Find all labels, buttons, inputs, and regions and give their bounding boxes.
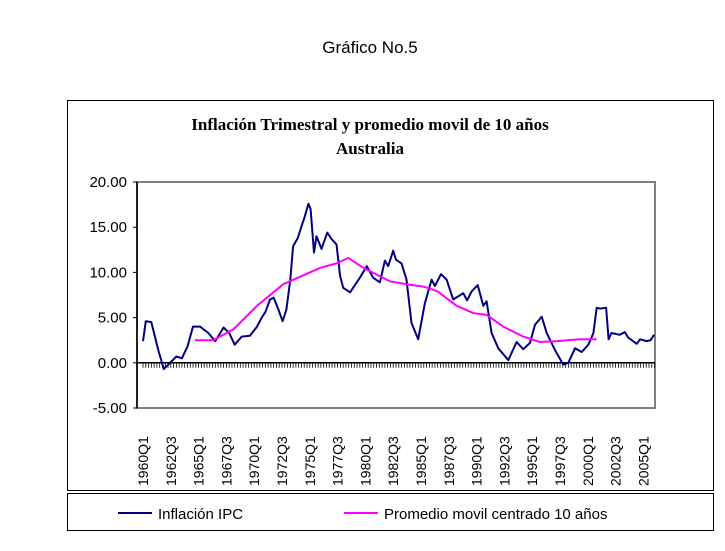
x-tick-label: 1970Q1	[246, 436, 262, 486]
x-tick-label: 1977Q3	[330, 436, 346, 486]
y-tick-label: 10.00	[89, 264, 127, 281]
legend-label-moving-average: Promedio movil centrado 10 años	[384, 506, 607, 523]
series-line-promedio-movil	[195, 256, 597, 343]
chart-subtitle: Australia	[336, 139, 405, 158]
y-tick-label: 20.00	[89, 174, 127, 191]
x-tick-label: 1990Q1	[469, 436, 485, 486]
x-tick-label: 1965Q1	[191, 436, 207, 486]
x-tick-label: 1985Q1	[413, 436, 429, 486]
x-tick-label: 1967Q3	[218, 436, 234, 486]
legend-box	[67, 493, 714, 531]
y-tick-label: 0.00	[98, 355, 127, 372]
x-tick-label: 1982Q3	[385, 436, 401, 486]
x-tick-label: 1997Q3	[552, 436, 568, 486]
x-tick-label: 1995Q1	[524, 436, 540, 486]
x-tick-label: 1972Q3	[274, 436, 290, 486]
legend: Inflación IPC Promedio movil centrado 10…	[118, 506, 607, 523]
series-line-inflacion-ipc	[142, 202, 655, 371]
x-tick-label: 2000Q1	[580, 436, 596, 486]
y-tick-label: 15.00	[89, 219, 127, 236]
page-title: Gráfico No.5	[322, 38, 417, 57]
x-tick-label: 2005Q1	[635, 436, 651, 486]
chart-title: Inflación Trimestral y promedio movil de…	[191, 115, 549, 134]
y-tick-label: -5.00	[93, 400, 127, 417]
x-tick-label: 1960Q1	[135, 436, 151, 486]
x-tick-label: 1987Q3	[441, 436, 457, 486]
x-tick-label: 1975Q1	[302, 436, 318, 486]
plot-area	[136, 181, 656, 409]
legend-label-ipc: Inflación IPC	[158, 506, 243, 523]
x-tick-label: 1992Q3	[496, 436, 512, 486]
x-tick-label: 2002Q3	[608, 436, 624, 486]
x-tick-label: 1962Q3	[163, 436, 179, 486]
y-tick-label: 5.00	[98, 310, 127, 327]
x-tick-label: 1980Q1	[357, 436, 373, 486]
